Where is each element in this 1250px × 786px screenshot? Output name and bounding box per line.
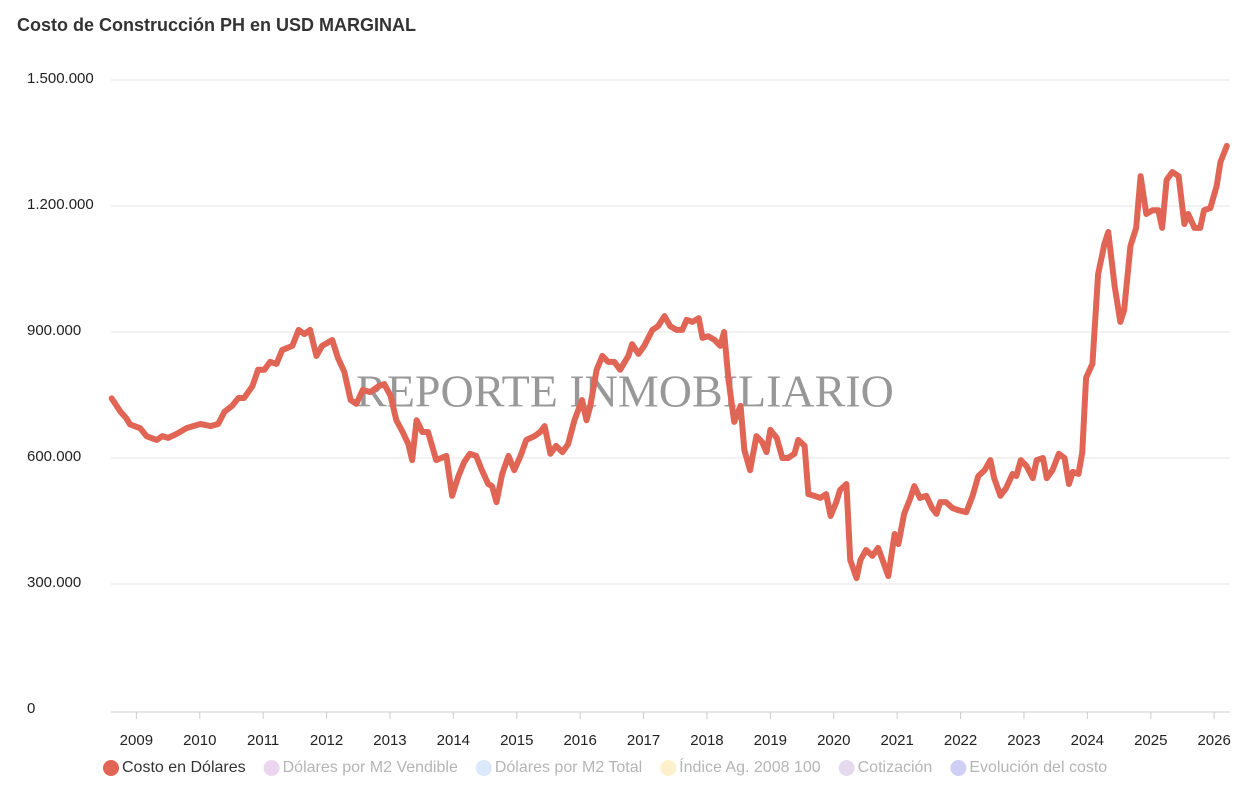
x-tick-label: 2024 — [1071, 732, 1104, 749]
x-tick-label: 2022 — [944, 732, 977, 749]
y-tick-label: 0 — [27, 700, 35, 717]
x-tick-label: 2017 — [627, 732, 660, 749]
legend-label: Cotización — [858, 759, 933, 776]
legend-marker — [103, 760, 119, 776]
legend-label: Evolución del costo — [969, 759, 1107, 776]
x-tick-label: 2025 — [1134, 732, 1167, 749]
line-series — [108, 142, 1230, 582]
legend-label: Dólares por M2 Vendible — [283, 759, 458, 776]
x-tick-label: 2012 — [310, 732, 343, 749]
x-tick-label: 2020 — [817, 732, 850, 749]
x-tick-label: 2016 — [563, 732, 596, 749]
x-tick-label: 2009 — [120, 732, 153, 749]
y-tick-label: 1.500.000 — [27, 70, 94, 87]
y-tick-label: 600.000 — [27, 448, 81, 465]
x-tick-label: 2013 — [373, 732, 406, 749]
legend-marker — [475, 760, 492, 776]
y-tick-label: 300.000 — [27, 574, 81, 591]
legend-marker — [263, 760, 280, 776]
x-tick-label: 2021 — [880, 732, 913, 749]
x-tick-label: 2011 — [247, 732, 279, 749]
chart-title: Costo de Construcción PH en USD MARGINAL — [17, 15, 416, 35]
x-tick-label: 2023 — [1007, 732, 1040, 749]
x-tick-label: 2019 — [754, 732, 787, 749]
y-tick-label: 1.200.000 — [27, 196, 94, 213]
y-tick-label: 900.000 — [27, 322, 81, 339]
x-tick-label: 2015 — [500, 732, 533, 749]
legend-label: Costo en Dólares — [122, 759, 246, 776]
x-tick-label: 2026 — [1197, 732, 1230, 749]
x-tick-label: 2014 — [437, 732, 470, 749]
legend-marker — [660, 760, 677, 776]
legend-marker — [838, 760, 855, 776]
watermark: REPORTE INMOBILIARIO — [356, 366, 894, 417]
x-tick-label: 2010 — [183, 732, 216, 749]
legend-label: Dólares por M2 Total — [495, 759, 642, 776]
legend-label: Índice Ag. 2008 100 — [679, 757, 821, 776]
legend-marker — [950, 760, 967, 776]
x-tick-label: 2018 — [690, 732, 723, 749]
